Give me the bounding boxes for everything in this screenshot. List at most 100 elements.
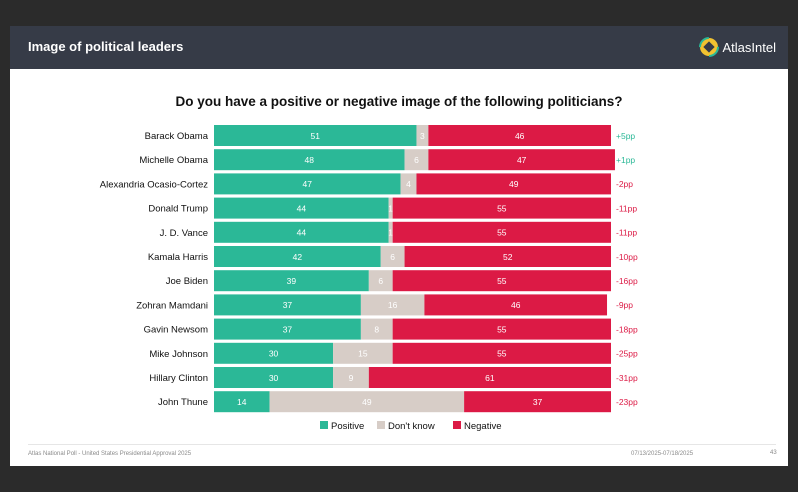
- category-label: Hillary Clinton: [149, 373, 208, 384]
- bar-segment: [214, 125, 417, 146]
- bar-segment: [214, 367, 334, 388]
- legend-swatch: [320, 421, 328, 429]
- bar-value-label: 42: [293, 252, 303, 262]
- bar-value-label: 37: [283, 300, 293, 310]
- category-label: Gavin Newsom: [144, 325, 208, 336]
- net-difference-label: -11pp: [616, 228, 637, 238]
- category-label: Barack Obama: [145, 131, 209, 142]
- bar-value-label: 51: [311, 131, 321, 141]
- bar-value-label: 55: [497, 228, 507, 238]
- bar-value-label: 47: [303, 179, 313, 189]
- category-label: Kamala Harris: [148, 252, 208, 263]
- bar-segment: [428, 149, 615, 171]
- bar-segment: [392, 342, 611, 364]
- bar-value-label: 37: [533, 397, 543, 407]
- bar-segment: [214, 149, 405, 171]
- bar-value-label: 44: [297, 228, 307, 238]
- bar-value-label: 9: [349, 373, 354, 383]
- category-label: Joe Biden: [166, 276, 208, 287]
- bar-segment: [392, 221, 611, 243]
- net-difference-label: -31pp: [616, 373, 638, 383]
- net-difference-label: -16pp: [616, 276, 638, 286]
- net-difference-label: +1pp: [616, 155, 635, 165]
- slide: Image of political leaders AtlasIntel Do…: [10, 26, 788, 466]
- net-difference-label: -11pp: [616, 203, 637, 213]
- bar-segment: [360, 318, 393, 340]
- net-difference-label: -2pp: [616, 179, 633, 189]
- bar-value-label: 46: [515, 131, 525, 141]
- bar-value-label: 49: [362, 397, 372, 407]
- bar-value-label: 46: [511, 300, 521, 310]
- brand-logo: AtlasIntel: [698, 37, 776, 57]
- brand-name: AtlasIntel: [722, 39, 776, 55]
- bar-segment: [424, 294, 608, 316]
- bar-value-label: 1: [388, 203, 393, 213]
- bar-value-label: 55: [497, 349, 507, 359]
- bar-value-label: 3: [420, 131, 425, 141]
- net-difference-label: +5pp: [616, 131, 635, 141]
- bar-segment: [214, 197, 389, 219]
- bar-segment: [464, 391, 611, 413]
- legend-label: Positive: [331, 421, 364, 432]
- bar-segment: [214, 173, 401, 195]
- bar-segment: [392, 318, 611, 340]
- bar-value-label: 37: [283, 324, 293, 334]
- header-bar: Image of political leaders AtlasIntel: [10, 26, 788, 69]
- bar-segment: [388, 221, 393, 243]
- category-label: Michelle Obama: [139, 155, 208, 166]
- bar-segment: [214, 342, 334, 364]
- bar-segment: [214, 391, 270, 413]
- category-label: John Thune: [158, 397, 208, 408]
- bar-segment: [404, 246, 611, 267]
- bar-segment: [214, 294, 361, 316]
- category-label: Donald Trump: [148, 204, 208, 215]
- bar-segment: [333, 342, 393, 364]
- bar-value-label: 6: [378, 276, 383, 286]
- atlasintel-logo-icon: [698, 37, 719, 57]
- bar-value-label: 14: [237, 397, 247, 407]
- bar-value-label: 55: [497, 276, 507, 286]
- bar-segment: [404, 149, 429, 171]
- bar-value-label: 55: [497, 324, 507, 334]
- bar-segment: [416, 173, 611, 195]
- category-label: Alexandria Ocasio-Cortez: [100, 179, 208, 190]
- category-label: J. D. Vance: [160, 228, 208, 239]
- page-number: 43: [770, 450, 777, 456]
- bar-value-label: 16: [388, 300, 398, 310]
- bar-segment: [333, 367, 369, 388]
- bar-value-label: 4: [406, 179, 411, 189]
- bar-value-label: 49: [509, 179, 519, 189]
- bar-value-label: 44: [297, 203, 307, 213]
- bar-segment: [269, 391, 465, 413]
- net-difference-label: -18pp: [616, 324, 638, 334]
- bar-segment: [428, 125, 611, 146]
- bar-value-label: 55: [497, 203, 507, 213]
- bar-segment: [380, 246, 405, 267]
- bar-segment: [368, 367, 611, 388]
- header-title: Image of political leaders: [28, 39, 184, 54]
- net-difference-label: -9pp: [616, 300, 633, 310]
- legend-label: Don't know: [388, 421, 435, 432]
- bar-segment: [214, 270, 369, 292]
- category-label: Mike Johnson: [149, 349, 208, 360]
- net-difference-label: -23pp: [616, 397, 638, 407]
- bar-segment: [400, 173, 417, 195]
- bar-segment: [392, 270, 611, 292]
- net-difference-label: -10pp: [616, 252, 638, 262]
- net-difference-label: -25pp: [616, 349, 638, 359]
- bar-segment: [392, 197, 611, 219]
- bar-value-label: 61: [485, 373, 495, 383]
- footer-divider: [28, 444, 776, 445]
- bar-value-label: 15: [358, 349, 368, 359]
- bar-segment: [214, 246, 381, 267]
- footer-dates: 07/13/2025-07/18/2025: [631, 451, 694, 457]
- bar-segment: [388, 197, 393, 219]
- bar-value-label: 1: [388, 228, 393, 238]
- category-label: Zohran Mamdani: [136, 300, 208, 311]
- footer-source: Atlas National Poll - United States Pres…: [28, 451, 192, 457]
- bar-segment: [214, 318, 361, 340]
- bar-value-label: 6: [390, 252, 395, 262]
- bar-value-label: 30: [269, 349, 279, 359]
- bar-segment: [360, 294, 425, 316]
